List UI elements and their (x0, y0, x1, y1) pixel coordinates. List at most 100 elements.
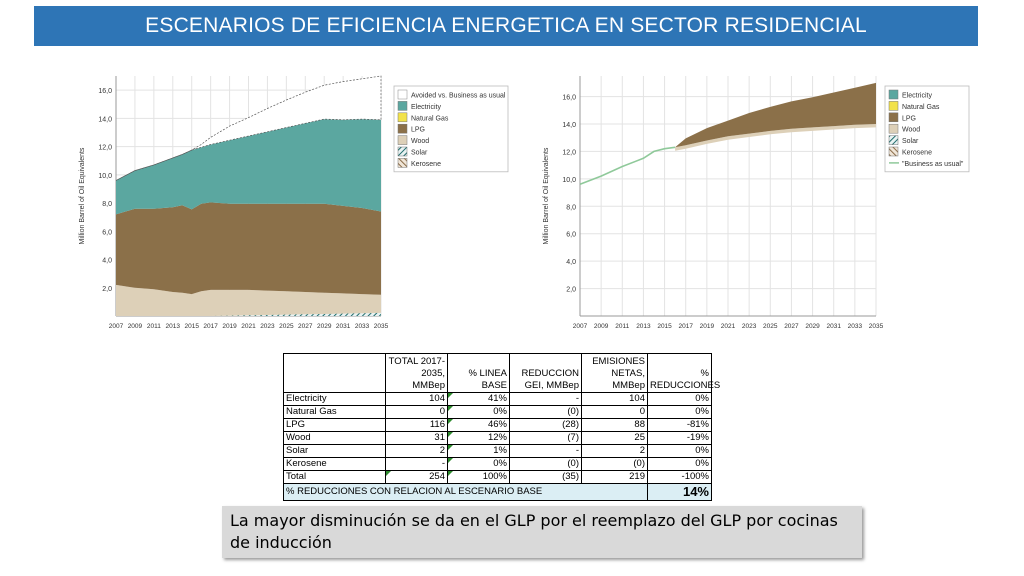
cell-text: 116 (429, 419, 445, 430)
comment-flag-icon (448, 419, 453, 424)
row-label: Total (283, 470, 386, 484)
cell-text: - (575, 393, 579, 404)
table-cell: (0) (509, 457, 582, 471)
cell-text: Total (286, 471, 307, 482)
y-axis-title: Million Barrel of Oil Equivalents (543, 147, 550, 244)
x-tick-label: 2013 (166, 323, 181, 330)
x-tick-label: 2017 (678, 323, 693, 330)
comment-flag-icon (448, 445, 453, 450)
x-tick-label: 2029 (317, 323, 332, 330)
legend-swatch (397, 112, 408, 123)
cell-text: - (575, 445, 579, 456)
cell-text: Natural Gas (286, 406, 337, 417)
legend-swatch (397, 158, 408, 168)
x-tick-label: 2021 (241, 323, 256, 330)
cell-text: 12% (487, 432, 507, 443)
table-cell: 254 (385, 470, 448, 484)
area-avoided-vs-business-as-usual (115, 75, 382, 181)
legend-swatch (888, 89, 899, 100)
table-cell: (0) (509, 405, 582, 419)
x-tick-label: 2019 (222, 323, 237, 330)
x-tick-label: 2015 (657, 323, 672, 330)
table-row: Kerosene - 0% (0) (0) 0% (283, 457, 712, 471)
x-tick-label: 2013 (636, 323, 651, 330)
x-tick-label: 2023 (260, 323, 275, 330)
cell-text: (28) (562, 419, 579, 430)
legend-label: Electricity (902, 93, 932, 100)
y-tick-label: 2,0 (102, 286, 112, 293)
legend-label: Avoided vs. Business as usual (411, 93, 506, 100)
table-cell: 0 (385, 405, 448, 419)
table-cell: 0% (647, 392, 712, 406)
cell-text: 88 (634, 419, 645, 430)
business-as-usual-line (579, 146, 676, 186)
legend-label: Solar (902, 138, 919, 145)
comment-flag-icon (386, 471, 391, 476)
area-wood (116, 284, 381, 316)
cell-text: Kerosene (286, 458, 327, 469)
table-cell: - (509, 392, 582, 406)
y-tick-label: 4,0 (566, 259, 576, 266)
x-tick-label: 2029 (805, 323, 820, 330)
cell-text: Electricity (286, 393, 327, 404)
y-tick-label: 8,0 (566, 204, 576, 211)
table-cell: (0) (581, 457, 648, 471)
table-row: Electricity 104 41% - 104 0% (283, 392, 712, 406)
legend-swatch (888, 146, 899, 157)
x-tick-label: 2009 (594, 323, 609, 330)
legend-swatch (888, 101, 899, 111)
table-cell: 219 (581, 470, 648, 484)
table-cell: 0% (447, 457, 510, 471)
table-cell: 25 (581, 431, 648, 445)
legend-label: Natural Gas (411, 115, 449, 122)
cell-text: 31 (434, 432, 445, 443)
table-cell: (7) (509, 431, 582, 445)
row-label: Kerosene (283, 457, 386, 471)
table-cell: 2 (581, 444, 648, 458)
table-cell: 104 (385, 392, 448, 406)
cell-text: 0% (695, 458, 709, 469)
x-tick-label: 2031 (336, 323, 351, 330)
table-cell: 12% (447, 431, 510, 445)
row-label: Solar (283, 444, 386, 458)
legend-label: LPG (411, 127, 425, 134)
cell-text: 2 (639, 445, 645, 456)
table-cell: 46% (447, 418, 510, 432)
area-chart-left: 2,0 4,0 6,0 8,0 10,0 12,0 14,0 16,0 2007 2009 2011… (79, 75, 509, 330)
x-tick-label: 2017 (203, 323, 218, 330)
cell-text: 100% (482, 471, 507, 482)
cell-text: 0% (695, 445, 709, 456)
table-cell: 104 (581, 392, 648, 406)
cell-text: -100% (681, 471, 709, 482)
legend-label: "Business as usual" (902, 161, 964, 168)
cell-text: 104 (429, 393, 445, 404)
x-tick-label: 2009 (128, 323, 143, 330)
x-tick-label: 2019 (700, 323, 715, 330)
cell-text: Wood (286, 432, 311, 443)
table-header-row: TOTAL 2017-2035, MMBep % LINEA BASE REDU… (283, 353, 720, 393)
y-tick-label: 6,0 (102, 229, 112, 236)
cell-text: LPG (286, 419, 306, 430)
conclusion-note: La mayor disminución se da en el GLP por… (222, 506, 862, 558)
legend-swatch (397, 135, 408, 145)
area-lpg (675, 82, 876, 148)
y-tick-label: 16,0 (562, 95, 576, 102)
area-wood (675, 124, 876, 151)
x-tick-label: 2027 (298, 323, 313, 330)
table-cell: 2 (385, 444, 448, 458)
table-cell: 0% (647, 457, 712, 471)
legend-label: Solar (411, 150, 428, 157)
y-tick-label: 12,0 (562, 149, 576, 156)
area-chart-right: 2,0 4,0 6,0 8,0 10,0 12,0 14,0 16,0 2007 2009 2011… (543, 76, 970, 330)
table-row: Wood 31 12% (7) 25 -19% (283, 431, 712, 445)
table-cell: 31 (385, 431, 448, 445)
cell-text: Solar (286, 445, 309, 456)
x-tick-label: 2015 (184, 323, 199, 330)
cell-text: 0% (493, 458, 507, 469)
table-cell: (28) (509, 418, 582, 432)
legend-swatch (397, 146, 408, 157)
x-tick-label: 2025 (279, 323, 294, 330)
slide-title: ESCENARIOS DE EFICIENCIA ENERGETICA EN S… (34, 6, 978, 46)
legend-swatch (888, 112, 899, 123)
cell-text: 254 (429, 471, 445, 482)
